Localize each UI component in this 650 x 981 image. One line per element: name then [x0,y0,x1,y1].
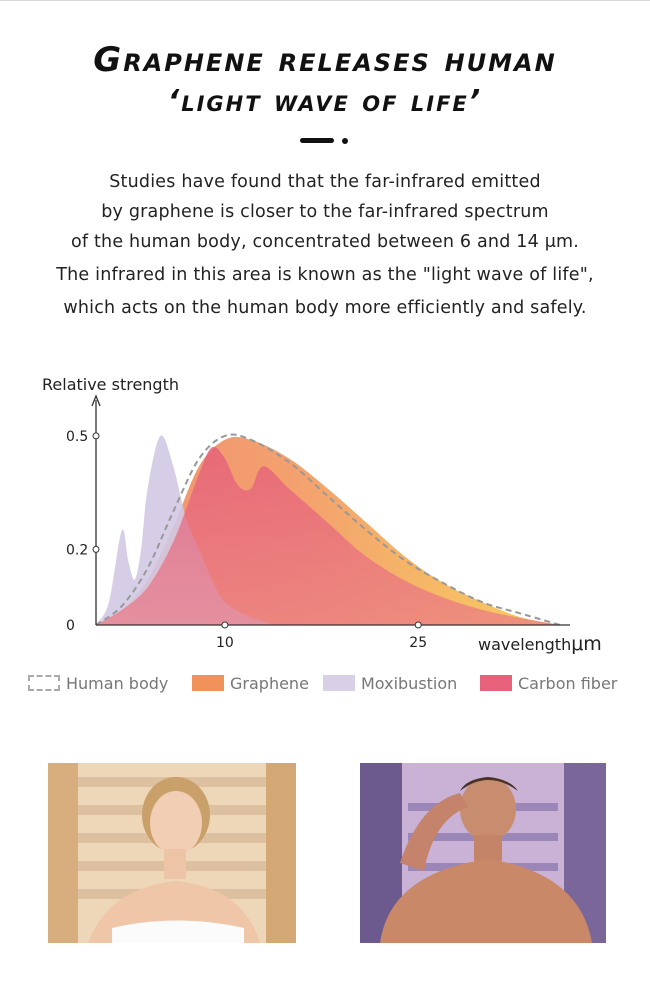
legend-item-graphene: Graphene [192,672,309,694]
woman-in-sauna-image [48,763,296,943]
y-tick-label: 0 [66,618,75,634]
page-title-line-1: Graphene releases human [93,40,557,80]
series-carbon-fiber [96,446,560,625]
title-divider [300,138,334,143]
description-line-5: which acts on the human body more effici… [63,298,587,318]
x-axis-label: wavelengthμm [478,633,602,655]
description-line-4: The infrared in this area is known as th… [56,265,594,285]
chart-axes: 0.5 0.2 0 10 25 [66,394,570,651]
man-in-sauna-image [360,763,606,943]
x-tick-label: 10 [216,635,234,651]
legend-swatch-human-body [28,675,60,691]
page-title-line-2: ‘light wave of life’ [167,84,483,119]
y-tick-marker [92,545,100,553]
y-tick-marker [92,432,100,440]
legend-item-moxibustion: Moxibustion [323,672,457,694]
legend-item-carbon-fiber: Carbon fiber [480,672,617,694]
x-axis-unit: μm [571,633,602,655]
photo-woman-in-sauna [48,763,296,943]
x-tick-marker [221,621,229,629]
legend-swatch-moxibustion [323,675,355,691]
title-divider-dot [342,138,348,144]
spectrum-chart: 0.5 0.2 0 10 25 Relative strength wavelength… [42,375,602,655]
series-human-body [95,433,561,626]
top-divider [0,0,650,1]
legend-label-human-body: Human body [66,673,169,693]
legend-swatch-carbon-fiber [480,675,512,691]
description-line-1: Studies have found that the far-infrared… [109,172,541,192]
x-axis-label-text: wavelength [478,635,571,654]
y-tick-label: 0.5 [66,429,88,445]
legend-item-human-body: Human body [28,672,168,694]
legend-swatch-graphene [192,675,224,691]
legend-label-moxibustion: Moxibustion [361,673,458,693]
legend-label-carbon-fiber: Carbon fiber [518,673,618,693]
chart-legend: Human body Graphene Moxibustion Carbon f… [28,672,638,694]
legend-label-graphene: Graphene [230,673,309,693]
description-line-3: of the human body, concentrated between … [70,232,580,252]
photo-man-in-sauna [360,763,606,943]
y-axis-arrow [91,394,101,407]
x-tick-label: 25 [409,635,427,651]
description-line-2: by graphene is closer to the far-infrare… [101,202,549,222]
y-axis-label: Relative strength [42,375,179,394]
x-tick-marker [414,621,422,629]
y-tick-label: 0.2 [66,542,88,558]
chart-areas [95,433,561,626]
